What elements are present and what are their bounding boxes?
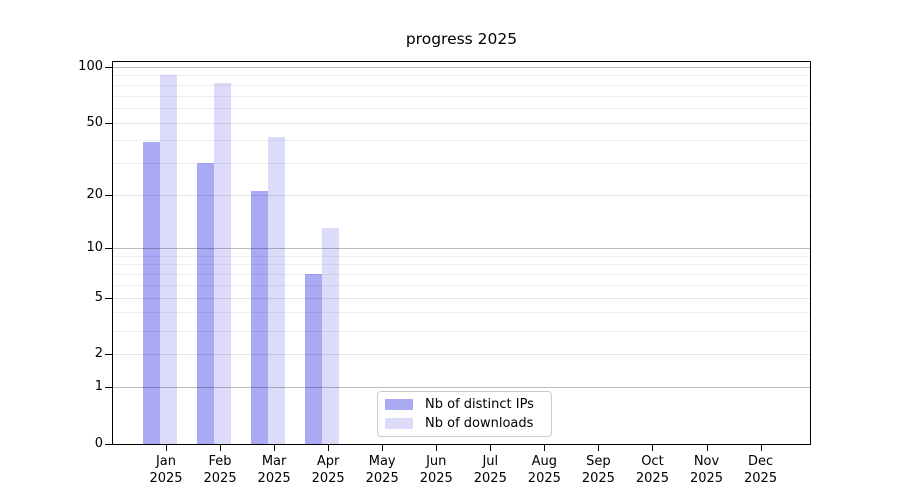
gridline-minor [113, 107, 810, 109]
gridline-minor [113, 255, 810, 257]
legend-item-distinct-ips: Nb of distinct IPs [385, 397, 551, 412]
gridline-major [113, 387, 810, 389]
y-tick-label: 1 [94, 379, 103, 395]
gridline-major [113, 297, 810, 299]
x-tick-label-nov: Nov 2025 [689, 454, 724, 486]
gridline-major [113, 354, 810, 356]
bar-downloads-apr [322, 228, 340, 444]
x-tick-label-mar: Mar 2025 [257, 454, 291, 486]
x-tick-mark [166, 445, 167, 451]
legend: Nb of distinct IPs Nb of downloads [377, 391, 552, 437]
x-tick-label-jul: Jul 2025 [473, 454, 507, 486]
y-tick-label: 0 [94, 436, 103, 451]
bar-distinct-ips-feb [197, 163, 215, 444]
x-tick-mark [652, 445, 654, 451]
x-tick-label-oct: Oct 2025 [635, 454, 669, 486]
x-tick-mark [436, 445, 438, 451]
gridline-major [113, 195, 810, 197]
y-tick-mark [105, 122, 112, 124]
gridline-minor [113, 163, 810, 165]
y-tick-label: 10 [86, 239, 103, 255]
bar-distinct-ips-mar [251, 191, 269, 444]
chart-title: progress 2025 [405, 30, 518, 48]
legend-label-distinct-ips: Nb of distinct IPs [425, 396, 534, 412]
x-tick-mark [382, 445, 384, 451]
plot-area: 0 1 2 5 10 20 50 100 Jan 2025 Feb 2025 Mar 2025 Apr… [78, 59, 811, 486]
x-tick-label-sep: Sep 2025 [581, 454, 615, 486]
y-tick-mark [105, 354, 112, 356]
y-tick-mark [105, 195, 112, 197]
x-tick-mark [706, 445, 708, 451]
x-tick-label-apr: Apr 2025 [311, 454, 345, 486]
gridline-minor [113, 312, 810, 314]
legend-swatch-distinct-ips [385, 398, 413, 410]
gridline-major [113, 122, 810, 124]
y-tick-label: 50 [86, 114, 103, 130]
x-tick-label-jun: Jun 2025 [419, 454, 453, 486]
legend-item-downloads: Nb of downloads [385, 416, 551, 431]
bar-downloads-mar [268, 136, 286, 444]
gridline-minor [113, 84, 810, 86]
y-tick-mark [105, 247, 112, 249]
gridline-minor [113, 274, 810, 275]
bar-distinct-ips-apr [305, 274, 323, 444]
gridline-major [113, 66, 810, 68]
gridline-minor [113, 284, 810, 286]
y-tick-label: 5 [94, 289, 103, 305]
x-tick-mark [220, 445, 222, 451]
x-tick-mark [328, 445, 330, 451]
y-tick-label: 20 [86, 187, 103, 203]
y-tick-mark [105, 444, 112, 445]
x-tick-mark [544, 445, 546, 451]
x-tick-mark [274, 445, 276, 451]
bar-downloads-feb [214, 82, 232, 444]
gridline-major [113, 247, 810, 249]
gridline-minor [113, 330, 810, 332]
x-tick-label-jan: Jan 2025 [149, 454, 183, 486]
legend-swatch-downloads [385, 418, 413, 430]
bar-distinct-ips-jan [143, 142, 160, 444]
gridline-minor [113, 75, 810, 77]
x-tick-mark [490, 445, 492, 451]
y-tick-mark [105, 297, 112, 299]
y-tick-label: 100 [78, 58, 103, 74]
gridline-minor [113, 95, 810, 97]
x-tick-mark [598, 445, 600, 451]
x-tick-label-may: May 2025 [365, 454, 399, 486]
legend-label-downloads: Nb of downloads [425, 416, 534, 432]
y-tick-mark [105, 387, 112, 389]
gridline-minor [113, 140, 810, 142]
x-tick-mark [760, 445, 762, 451]
x-tick-label-feb: Feb 2025 [203, 454, 237, 486]
bar-downloads-jan [160, 75, 177, 444]
gridline-minor [113, 264, 810, 266]
y-tick-mark [105, 66, 112, 68]
x-tick-label-dec: Dec 2025 [744, 454, 778, 486]
x-tick-label-aug: Aug 2025 [527, 454, 561, 486]
y-tick-label: 2 [94, 346, 103, 362]
